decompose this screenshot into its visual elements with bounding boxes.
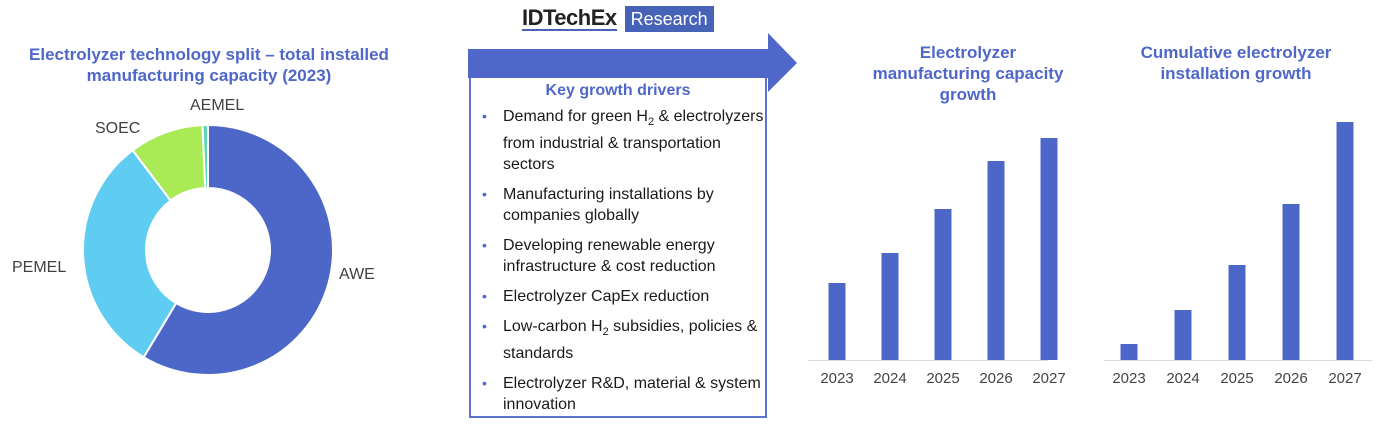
x-tick-label: 2027 [1032,370,1066,387]
driver-text: subsidies, policies & standards [503,318,758,363]
bar-2027 [1040,138,1058,360]
donut-slice-awe [142,123,334,376]
bar-2023 [828,283,846,360]
bar-2024 [881,253,899,360]
driver-item: Developing renewable energy infrastructu… [482,235,765,277]
label-soec: SOEC [95,120,141,137]
driver-text: Developing renewable energy infrastructu… [503,237,716,276]
driver-item: Manufacturing installations by companies… [482,184,765,226]
x-tick-label: 2023 [1112,370,1146,387]
bar-2026 [987,161,1005,360]
x-tick-label: 2026 [1274,370,1308,387]
driver-text: Electrolyzer CapEx reduction [503,288,710,306]
driver-text: Low-carbon H [503,318,603,336]
bar-2027 [1336,122,1354,360]
driver-text: & electrolyzers from industrial & transp… [503,108,764,174]
logo-name: IDTechEx [522,5,617,31]
x-tick-label: 2024 [1166,370,1200,387]
bar-2023 [1120,344,1138,360]
label-pemel: PEMEL [12,259,67,276]
idtechex-logo: IDTechEx Research [522,6,714,32]
bar-2026 [1282,204,1300,360]
donut-slice-aemel [201,123,209,190]
drivers-title: Key growth drivers [545,82,691,99]
x-tick-label: 2024 [873,370,907,387]
x-tick-label: 2025 [926,370,960,387]
x-tick-label: 2027 [1328,370,1362,387]
bar-2025 [1228,265,1246,360]
x-tick-label: 2025 [1220,370,1254,387]
bar-2024 [1174,310,1192,360]
driver-item: Electrolyzer R&D, material & system inno… [482,373,765,415]
driver-text: Manufacturing installations by companies… [503,186,714,225]
driver-text: Demand for green H [503,108,648,125]
x-tick-label: 2026 [979,370,1013,387]
donut-slice-pemel [82,148,178,359]
growth-drivers-box: Key growth drivers Demand for green H2 &… [469,78,767,418]
drivers-list: Demand for green H2 & electrolyzers from… [471,106,765,415]
driver-text: Electrolyzer R&D, material & system inno… [503,375,761,414]
donut-chart [82,123,334,376]
donut-chart-title: Electrolyzer technology split – total in… [29,45,389,85]
driver-item: Demand for green H2 & electrolyzers from… [482,106,765,175]
bar-chart-1-title: Electrolyzer manufacturing capacity grow… [872,43,1064,104]
bar-2025 [934,209,952,360]
logo-tag: Research [624,6,714,32]
driver-item: Electrolyzer CapEx reduction [482,286,765,307]
arrow-shape [468,33,797,92]
x-tick-label: 2023 [820,370,854,387]
driver-subscript: 2 [602,326,609,339]
driver-subscript: 2 [647,116,655,129]
label-aemel: AEMEL [190,97,245,114]
growth-arrow [468,33,797,92]
driver-item: Low-carbon H2 subsidies, policies & stan… [482,316,765,364]
bar-chart-2-title: Cumulative electrolyzer installation gro… [1140,43,1332,83]
label-awe: AWE [339,266,375,283]
